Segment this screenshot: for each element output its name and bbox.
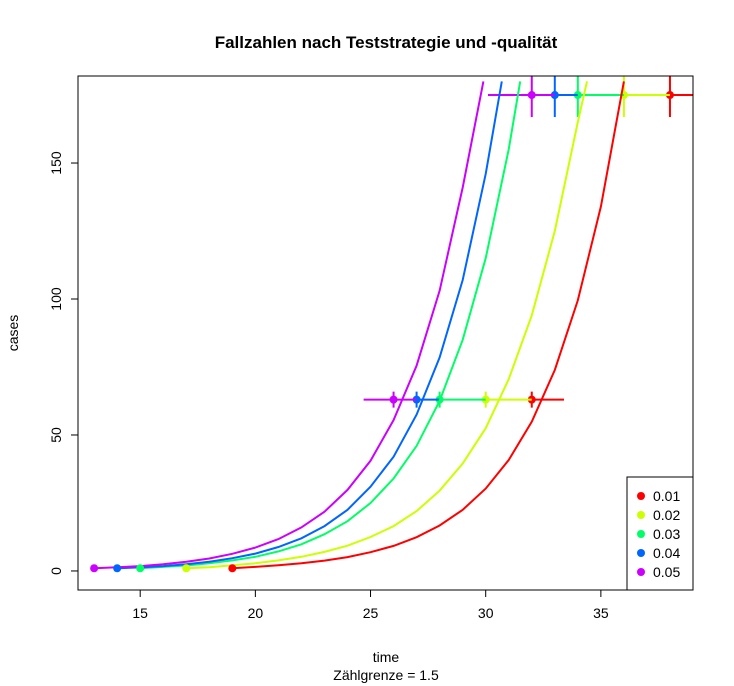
series-2-start-point (182, 564, 191, 573)
x-axis-label: time (373, 649, 400, 665)
series-2-line (186, 81, 588, 570)
y-tick-label: 0 (48, 567, 64, 575)
legend-swatch (637, 492, 645, 500)
series-4-line (117, 81, 503, 570)
series-1-start-point (228, 564, 237, 573)
legend-swatch (637, 549, 645, 557)
series-2-group (481, 76, 670, 408)
x-tick-label: 30 (478, 605, 494, 621)
legend-label: 0.02 (653, 507, 680, 523)
series-5-marker-lower (389, 395, 398, 404)
x-tick-label: 20 (248, 605, 264, 621)
x-tick-label: 35 (593, 605, 609, 621)
series-4-start-point (113, 564, 122, 573)
series-3-line (140, 81, 522, 570)
x-axis: 15 20 25 30 35 (132, 589, 609, 621)
legend-swatch (637, 530, 645, 538)
y-axis: 0 50 100 150 (48, 151, 79, 575)
y-axis-label: cases (5, 315, 21, 352)
x-tick-label: 15 (132, 605, 148, 621)
legend: 0.01 0.02 0.03 0.04 0.05 (626, 476, 694, 591)
chart-subtitle: Zählgrenze = 1.5 (333, 667, 439, 683)
legend-swatch (637, 511, 645, 519)
legend-label: 0.04 (653, 545, 680, 561)
series-5-line (94, 81, 485, 570)
series-5-group (363, 76, 555, 408)
series-1-line (232, 81, 625, 570)
plot-frame (77, 75, 694, 591)
legend-label: 0.03 (653, 526, 680, 542)
y-tick-label: 50 (48, 427, 64, 443)
legend-swatch (637, 568, 645, 576)
y-tick-label: 150 (48, 151, 64, 175)
series-5-start-point (90, 564, 99, 573)
series-3-start-point (136, 564, 145, 573)
legend-label: 0.05 (653, 564, 680, 580)
chart-title: Fallzahlen nach Teststrategie und -quali… (215, 33, 558, 52)
y-tick-label: 100 (48, 287, 64, 311)
series-5-marker-upper (527, 91, 536, 100)
legend-label: 0.01 (653, 488, 680, 504)
series-3-group (435, 76, 624, 408)
plot-area (90, 76, 693, 573)
x-tick-label: 25 (363, 605, 379, 621)
